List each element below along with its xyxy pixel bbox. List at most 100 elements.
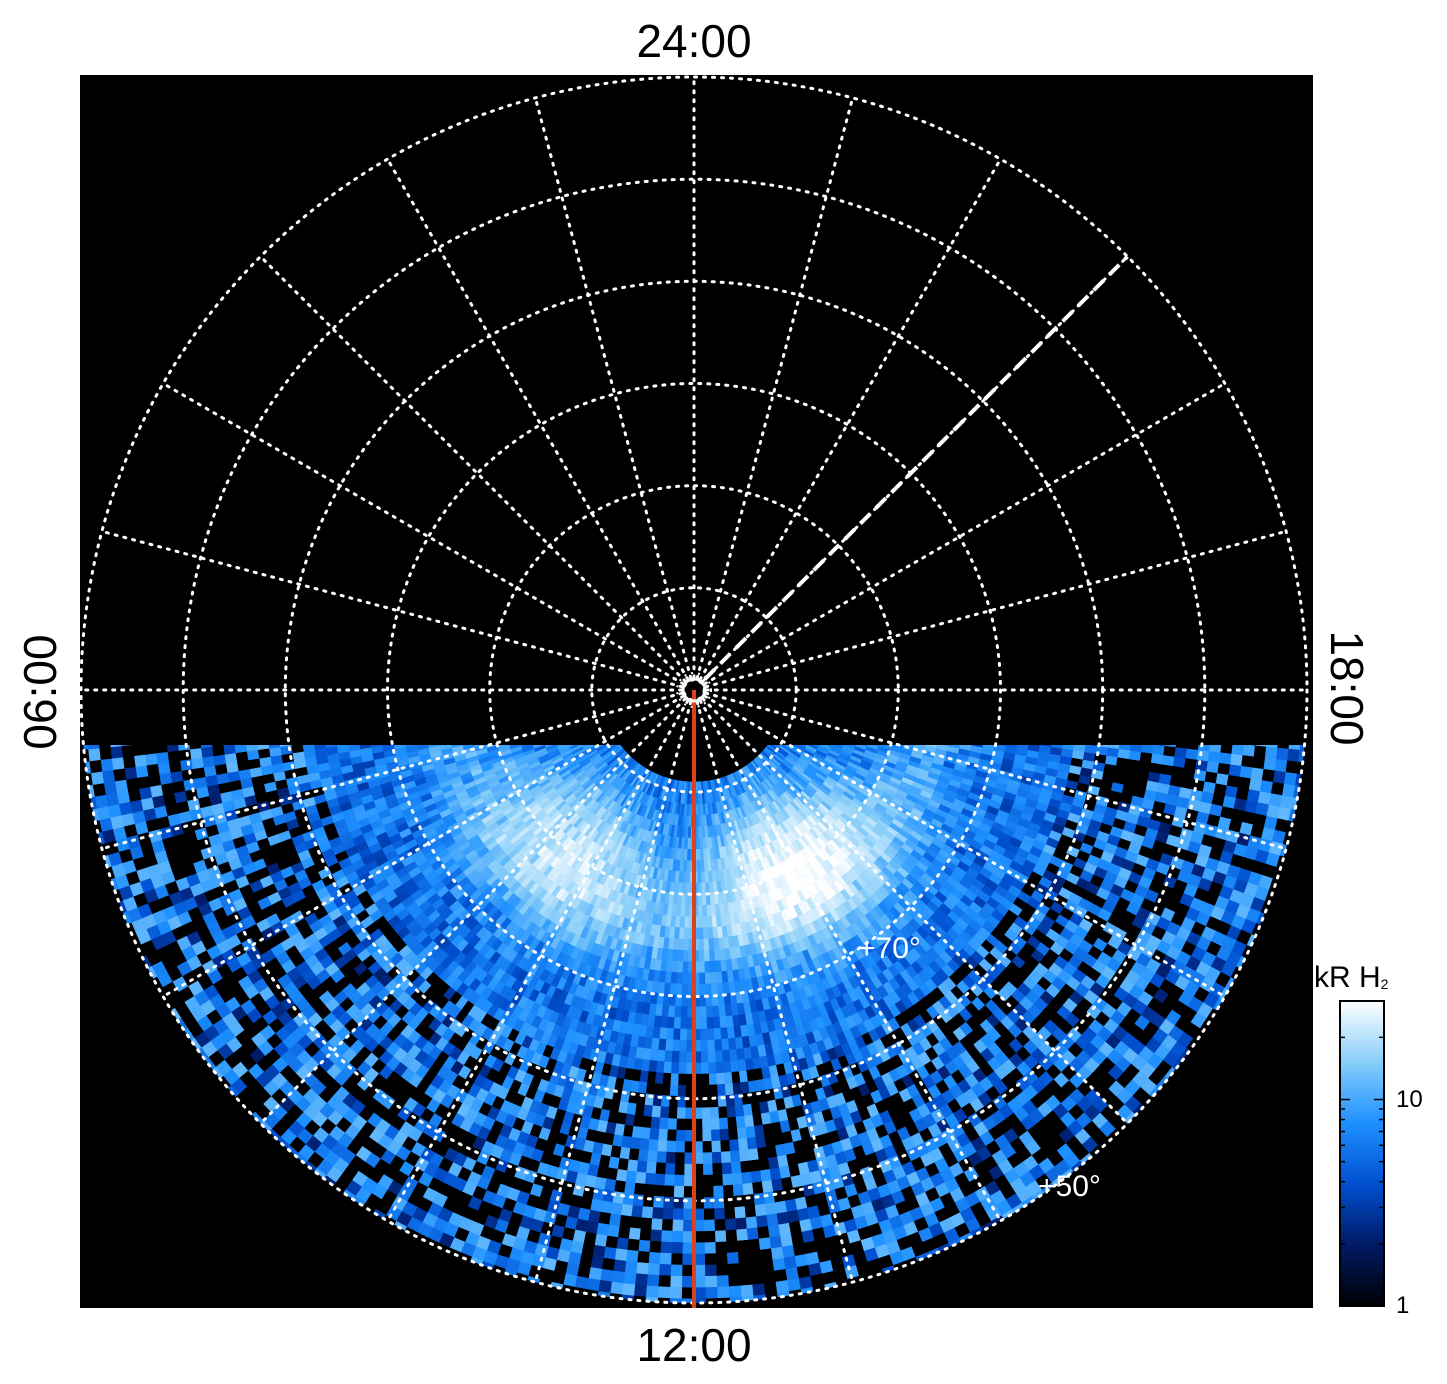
emission-disk (81, 745, 1307, 1303)
emission-cell (734, 1104, 745, 1118)
emission-cell (701, 1073, 710, 1086)
emission-cell (670, 971, 678, 984)
emission-cell (651, 1037, 660, 1051)
emission-cell (699, 983, 707, 996)
emission-cell (698, 916, 704, 929)
emission-cell (681, 983, 689, 996)
emission-cell (656, 1060, 665, 1074)
emission-cell (703, 938, 710, 951)
emission-cell (685, 893, 691, 906)
emission-cell (712, 1005, 720, 1018)
emission-cell (677, 949, 685, 962)
emission-cell (679, 1039, 688, 1052)
emission-cell (685, 882, 691, 895)
emission-cell (708, 1073, 718, 1086)
emission-cell (710, 1106, 720, 1120)
emission-cell (727, 1116, 738, 1130)
emission-cell (672, 1039, 681, 1052)
emission-cell (682, 972, 689, 985)
emission-cell (663, 1061, 673, 1074)
emission-cell (707, 1050, 717, 1063)
emission-cell (699, 1006, 708, 1019)
emission-cell (707, 1039, 716, 1052)
emission-cell (686, 871, 691, 884)
emission-cell (735, 1115, 747, 1129)
emission-cell (700, 1017, 708, 1030)
emission-cell (717, 1083, 727, 1097)
emission-cell (634, 1103, 646, 1117)
emission-cell (697, 882, 703, 895)
emission-cell (650, 1116, 661, 1130)
emission-cell (701, 1107, 712, 1120)
emission-cell (679, 916, 686, 929)
emission-cell (678, 1062, 687, 1075)
emission-cell (664, 1050, 673, 1063)
emission-cell (678, 1073, 687, 1086)
emission-cell (699, 961, 706, 974)
emission-cell (716, 1072, 726, 1085)
emission-cell (678, 938, 685, 951)
emission-cell (697, 893, 703, 906)
emission-cell (654, 1072, 665, 1085)
emission-cell (671, 1050, 681, 1063)
emission-cell (698, 938, 705, 951)
emission-cell (683, 860, 688, 872)
emission-cell (687, 837, 692, 850)
emission-cell (671, 960, 679, 973)
emission-cell (666, 1027, 675, 1041)
emission-cell (673, 938, 680, 951)
emission-cell (677, 961, 684, 974)
emission-cell (707, 1028, 715, 1041)
emission-cell (706, 1005, 714, 1018)
emission-cell (724, 1083, 735, 1096)
emission-cell (723, 1072, 734, 1085)
emission-cell (701, 1062, 710, 1075)
emission-cell (665, 1039, 674, 1052)
emission-cell (702, 1118, 712, 1131)
emission-cell (680, 1017, 688, 1030)
emission-cell (702, 916, 709, 929)
emission-cell (697, 905, 704, 918)
emission-cell (700, 1028, 709, 1041)
emission-cell (687, 849, 692, 861)
emission-cell (714, 1039, 723, 1052)
emission-cell (660, 1016, 669, 1029)
emission-cell (718, 1106, 728, 1119)
emission-cell (651, 1105, 662, 1119)
emission-cell (723, 1060, 732, 1074)
emission-cell (684, 916, 690, 929)
emission-cell (674, 1005, 682, 1018)
emission-cell (641, 1115, 653, 1129)
emission-cell (683, 927, 690, 940)
emission-cell (686, 860, 691, 873)
emission-cell (645, 1082, 656, 1095)
emission-cell (684, 905, 691, 918)
emission-cell (672, 949, 679, 962)
emission-cell (715, 1050, 724, 1063)
emission-cell (700, 1039, 709, 1052)
emission-cell (699, 972, 706, 985)
emission-cell (704, 961, 711, 974)
emission-cell (682, 961, 689, 974)
emission-cell (680, 904, 686, 917)
emission-cell (659, 1117, 669, 1130)
emission-cell (647, 1071, 657, 1084)
emission-cell (713, 1016, 721, 1029)
emission-cell (671, 1062, 680, 1075)
emission-cell (698, 927, 705, 940)
emission-cell (660, 1106, 670, 1119)
emission-cell (648, 1060, 658, 1073)
emission-cell (667, 1016, 675, 1029)
emission-cell (709, 1084, 719, 1097)
emission-cell (705, 983, 713, 996)
emission-cell (657, 1049, 666, 1063)
emission-cell (732, 1082, 743, 1095)
emission-cell (643, 1104, 654, 1118)
emission-cell (669, 1084, 679, 1097)
emission-cell (663, 982, 672, 995)
emission-cell (652, 1026, 662, 1039)
emission-cell (624, 1113, 636, 1127)
emission-cell (673, 1017, 682, 1030)
emission-cell (679, 1028, 688, 1041)
